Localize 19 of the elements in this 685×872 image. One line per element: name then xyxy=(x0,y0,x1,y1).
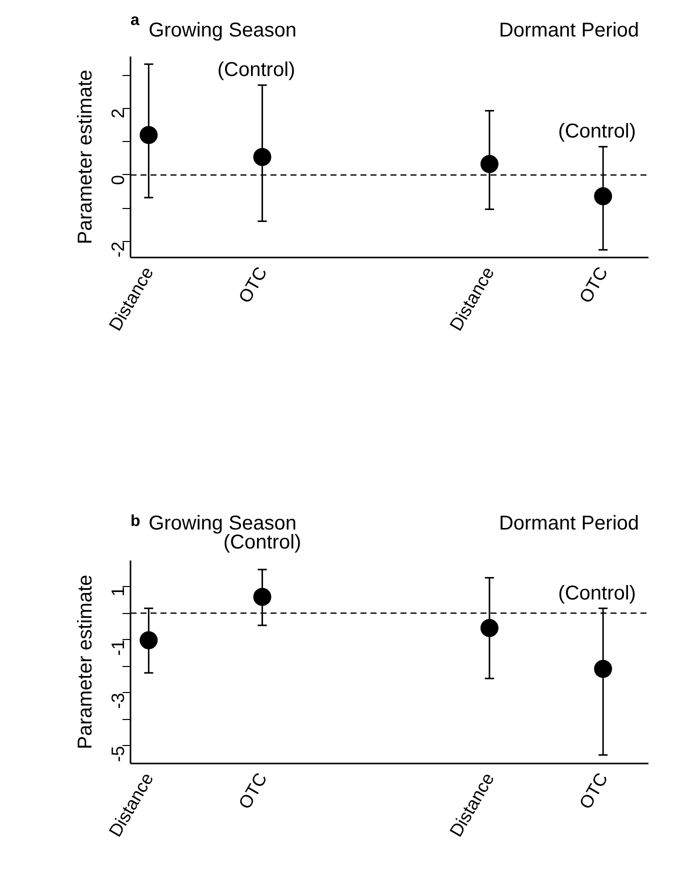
annotation: (Control) xyxy=(558,582,636,604)
text: Growing Season xyxy=(148,20,296,42)
y-tick-label: -1 xyxy=(108,640,128,656)
text: (Control) xyxy=(223,532,302,554)
y-tick-label: -2 xyxy=(108,242,128,258)
y-axis-title: Parameter estimate xyxy=(74,574,96,750)
chart-title: a xyxy=(130,12,140,29)
text: Dormant Period xyxy=(498,512,640,534)
text: Growing Season xyxy=(148,512,296,534)
y-tick-label: -5 xyxy=(108,746,128,762)
annotation: (Control) xyxy=(558,120,636,143)
text: Dormant Period xyxy=(498,20,640,42)
y-tick-label: 1 xyxy=(108,586,128,597)
y-tick-label: -3 xyxy=(108,692,128,709)
y-tick-label: 0 xyxy=(108,174,128,185)
y-axis-title: Parameter estimate xyxy=(74,70,96,244)
y-tick-label: 2 xyxy=(108,108,128,118)
chart-title: b xyxy=(130,513,140,530)
annotation: (Control) xyxy=(217,59,296,82)
